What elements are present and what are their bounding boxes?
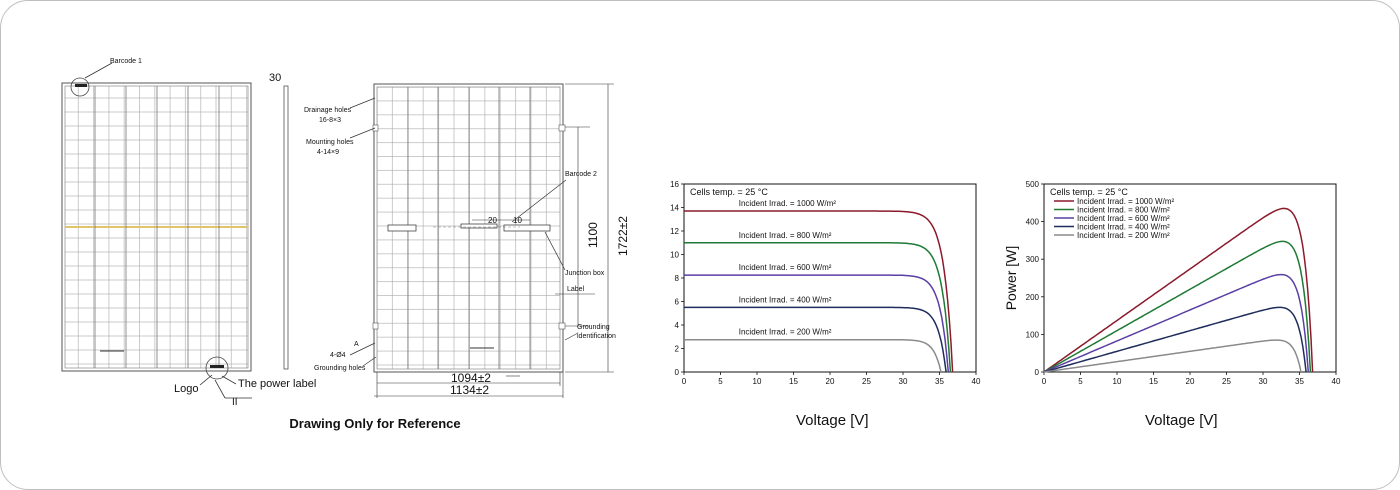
y-tick-label: 100: [1026, 330, 1040, 339]
x-tick-label: 0: [1042, 377, 1047, 386]
y-tick-label: 4: [675, 321, 680, 330]
x-tick-label: 40: [1332, 377, 1341, 386]
series-line: [684, 306, 947, 373]
y-tick-label: 300: [1026, 255, 1040, 264]
legend-label: Incident Irrad. = 600 W/m²: [1077, 214, 1170, 223]
series-line: [684, 274, 950, 373]
chart-title: Cells temp. = 25 °C: [690, 187, 768, 197]
dim-1134: 1134±2: [450, 383, 489, 397]
legend-label: Incident Irrad. = 1000 W/m²: [1077, 197, 1174, 206]
y-tick-label: 0: [1035, 368, 1040, 377]
x-tick-label: 35: [1295, 377, 1304, 386]
chart2-xlabel: Voltage [V]: [1145, 412, 1218, 429]
series-label: Incident Irrad. = 1000 W/m²: [739, 199, 836, 208]
grounding-label-2: identification: [577, 333, 616, 340]
barcode1-label: Barcode 1: [110, 58, 142, 65]
series-line: [684, 242, 952, 373]
plot-area: [683, 183, 977, 373]
legend-label: Incident Irrad. = 400 W/m²: [1077, 223, 1170, 232]
front-view: Barcode 1 Logo The power label II: [61, 58, 316, 408]
x-tick-label: 25: [862, 377, 871, 386]
y-tick-label: 2: [675, 345, 680, 354]
dim-10: 10: [513, 216, 522, 225]
grounding-label-1: Grounding: [577, 324, 610, 331]
label-label: Label: [567, 286, 585, 293]
series-line: [1043, 306, 1307, 373]
x-tick-label: 15: [1149, 377, 1158, 386]
iv-curve-chart: 0 5 10 15 20 25 30 35 40 0 2 4 6 8 10 12 14 16 Cells temp.…: [670, 180, 981, 386]
series-label: Incident Irrad. = 800 W/m²: [739, 231, 832, 240]
y-tick-label: 0: [675, 368, 680, 377]
series-line: [1043, 339, 1302, 373]
plot-area: [1043, 183, 1337, 373]
y-tick-label: 500: [1026, 180, 1040, 189]
y-tick-label: 200: [1026, 293, 1040, 302]
x-tick-label: 35: [935, 377, 944, 386]
drainage-spec: 16-8×3: [319, 117, 341, 124]
series-label: Incident Irrad. = 600 W/m²: [739, 263, 832, 272]
chart-title: Cells temp. = 25 °C: [1050, 187, 1128, 197]
series-label: Incident Irrad. = 200 W/m²: [739, 328, 832, 337]
dim-20: 20: [488, 216, 497, 225]
back-view: Drainage holes 16-8×3 Mounting holes 4-1…: [304, 83, 630, 398]
x-tick-label: 20: [826, 377, 835, 386]
series-label: Incident Irrad. = 400 W/m²: [739, 295, 832, 304]
junction-label: Junction box: [565, 270, 605, 277]
x-tick-label: 0: [682, 377, 687, 386]
legend-label: Incident Irrad. = 200 W/m²: [1077, 231, 1170, 240]
a-label: A: [354, 341, 359, 348]
x-tick-label: 30: [899, 377, 908, 386]
x-tick-label: 25: [1222, 377, 1231, 386]
mounting-label: Mounting holes: [306, 139, 354, 146]
x-tick-label: 5: [718, 377, 723, 386]
dim-1100: 1100: [586, 222, 600, 248]
x-tick-label: 5: [1078, 377, 1083, 386]
y-axis-label: Power [W]: [1003, 246, 1019, 311]
y-tick-label: 6: [675, 298, 680, 307]
drawing-caption: Drawing Only for Reference: [289, 416, 461, 431]
x-tick-label: 10: [1113, 377, 1122, 386]
y-tick-label: 10: [670, 251, 679, 260]
x-tick-label: 10: [753, 377, 762, 386]
power-label-label: The power label: [238, 378, 316, 390]
grounding-holes-label: Grounding holes: [314, 365, 366, 372]
y-tick-label: 14: [670, 204, 679, 213]
y-tick-label: 400: [1026, 218, 1040, 227]
series-line: [684, 338, 942, 373]
side-view: 30: [269, 72, 289, 370]
y-tick-label: 16: [670, 180, 679, 189]
x-tick-label: 15: [789, 377, 798, 386]
mounting-spec: 4-14×9: [317, 149, 339, 156]
series-line: [1043, 273, 1310, 373]
x-tick-label: 20: [1186, 377, 1195, 386]
drainage-label: Drainage holes: [304, 107, 352, 114]
y-tick-label: 12: [670, 227, 679, 236]
y-tick-label: 8: [675, 274, 680, 283]
x-tick-label: 30: [1259, 377, 1268, 386]
chart1-xlabel: Voltage [V]: [796, 412, 869, 429]
barcode2-label: Barcode 2: [565, 171, 597, 178]
section-label: II: [232, 397, 238, 408]
hole-spec-label: 4-Ø4: [330, 352, 346, 359]
series-line: [1043, 207, 1314, 373]
series-line: [684, 210, 954, 373]
panel-drawing: Barcode 1 Logo The power label II 30 Dr: [61, 58, 630, 408]
x-tick-label: 40: [972, 377, 981, 386]
logo-label: Logo: [174, 383, 198, 395]
thickness-label: 30: [269, 72, 281, 84]
series-line: [1043, 240, 1312, 373]
dim-1094: 1094±2: [451, 371, 491, 385]
dim-1722: 1722±2: [616, 216, 630, 256]
legend-label: Incident Irrad. = 800 W/m²: [1077, 206, 1170, 215]
